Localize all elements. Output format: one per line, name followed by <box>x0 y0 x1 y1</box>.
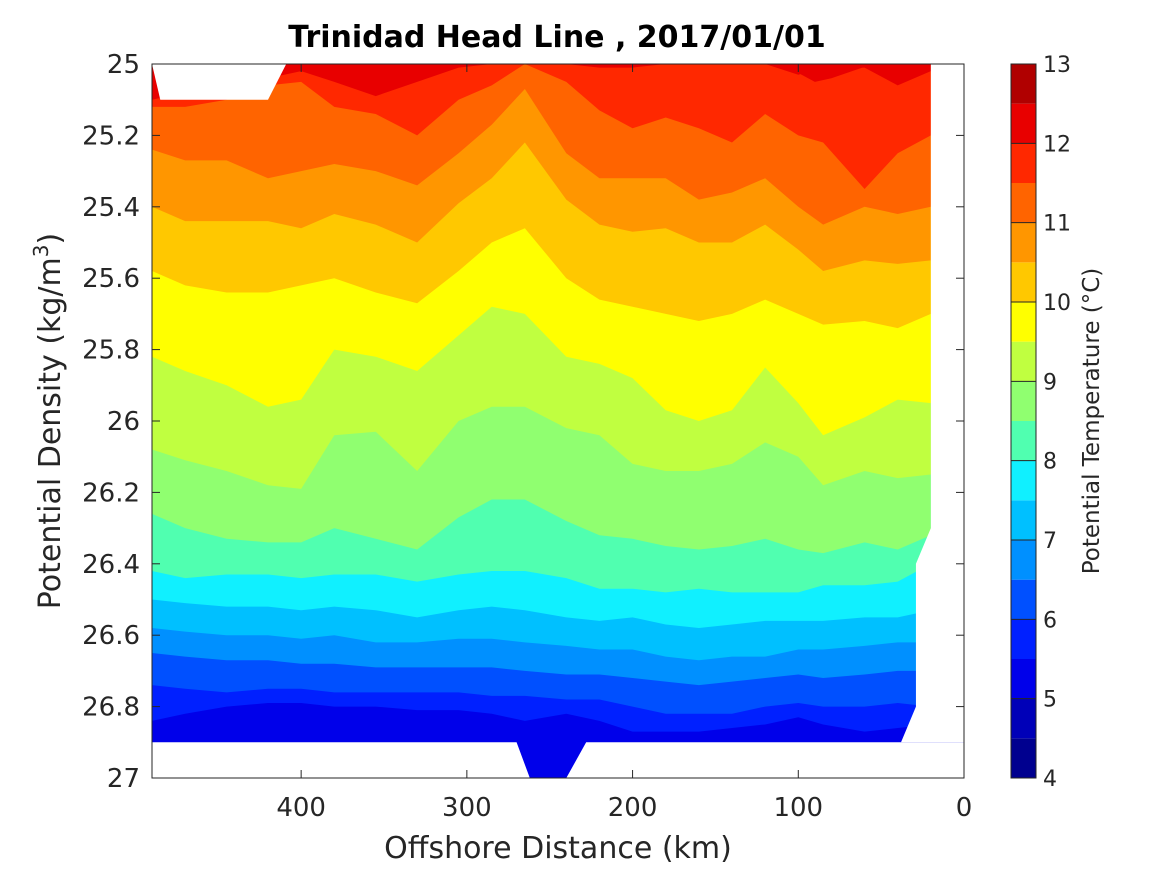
y-tick-label: 27 <box>107 764 140 794</box>
colorbar-label-group: Potential Temperature (°C) <box>1079 268 1105 575</box>
y-tick-label: 25.4 <box>82 193 140 223</box>
colorbar-segment <box>1011 619 1036 659</box>
x-axis-title: Offshore Distance (km) <box>384 831 732 866</box>
colorbar-tick-label: 8 <box>1043 450 1057 475</box>
colorbar-segment <box>1011 579 1036 620</box>
y-tick-label: 26.2 <box>82 478 140 508</box>
y-axis-label: Potential Density (kg/m3) <box>29 233 68 609</box>
colorbar-segment <box>1011 302 1036 342</box>
y-tick-label: 25 <box>107 50 140 80</box>
x-axis-label: Offshore Distance (km) <box>384 831 732 866</box>
y-tick-label: 25.8 <box>82 336 140 366</box>
contour-band-11-5 <box>152 64 931 189</box>
x-tick-label: 300 <box>442 793 492 823</box>
colorbar-segment <box>1011 222 1036 263</box>
y-tick-label: 26.8 <box>82 693 140 723</box>
colorbar-tick-label: 10 <box>1043 291 1071 316</box>
y-tick-label: 26.4 <box>82 550 140 580</box>
x-tick-label: 400 <box>276 793 326 823</box>
nodata-mask-bottom <box>152 742 964 778</box>
colorbar-segment <box>1011 64 1036 104</box>
colorbar-tick-label: 6 <box>1043 608 1057 633</box>
contour-warm-cap-0 <box>317 64 426 82</box>
y-axis-title-close: ) <box>33 233 68 245</box>
x-tick-label: 0 <box>956 793 973 823</box>
colorbar-segment <box>1011 341 1036 382</box>
colorbar-segment <box>1011 183 1036 223</box>
colorbar-segment <box>1011 460 1036 501</box>
colorbar-segment <box>1011 500 1036 540</box>
y-axis-title: Potential Density (kg/m <box>33 257 68 609</box>
nodata-mask-top <box>152 64 287 100</box>
colorbar-segment <box>1011 262 1036 302</box>
colorbar-segment <box>1011 103 1036 144</box>
colorbar-segment <box>1011 421 1036 461</box>
colorbar-tick-label: 12 <box>1043 132 1071 157</box>
colorbar-tick-label: 7 <box>1043 529 1057 554</box>
chart-title: Trinidad Head Line , 2017/01/01 <box>288 20 825 55</box>
colorbar-segment <box>1011 698 1036 739</box>
colorbar-tick-label: 11 <box>1043 212 1071 237</box>
colorbar-segment <box>1011 659 1036 699</box>
colorbar-segment <box>1011 143 1036 183</box>
contour-warm-cap-1 <box>781 64 873 82</box>
axes: 400 300 200 100 0 25 25.2 25.4 25.6 25.8 26 26.2 26.… <box>82 50 972 823</box>
colorbar: 4 5 6 7 8 9 10 11 12 13 <box>1010 53 1071 792</box>
svg-text:Potential Density (kg/m3): Potential Density (kg/m3) <box>29 233 68 609</box>
colorbar-label: Potential Temperature (°C) <box>1079 268 1105 575</box>
colorbar-tick-label: 13 <box>1043 53 1071 78</box>
x-tick-label: 200 <box>608 793 658 823</box>
x-tick-label: 100 <box>773 793 823 823</box>
y-axis-title-superscript: 3 <box>29 244 53 257</box>
colorbar-segment <box>1011 738 1036 778</box>
colorbar-segment <box>1011 381 1036 421</box>
colorbar-tick-label: 5 <box>1043 688 1057 713</box>
y-tick-label: 26.6 <box>82 621 140 651</box>
colorbar-tick-label: 9 <box>1043 370 1057 395</box>
nodata-mask-right <box>901 64 964 743</box>
plot-area <box>152 64 964 778</box>
y-tick-label: 25.6 <box>82 264 140 294</box>
y-tick-label: 26 <box>107 407 140 437</box>
y-tick-label: 25.2 <box>82 121 140 151</box>
colorbar-segment <box>1011 540 1036 580</box>
colorbar-tick-label: 4 <box>1043 767 1057 792</box>
